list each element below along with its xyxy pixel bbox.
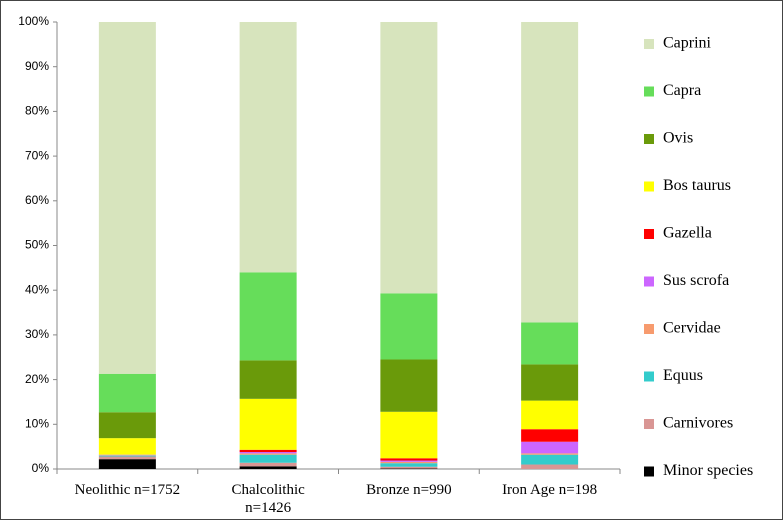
y-tick-label: 60%: [25, 193, 49, 207]
bar-segment: [98, 22, 156, 374]
legend-label: Minor species: [663, 462, 753, 479]
legend-swatch: [644, 419, 654, 429]
bar-segment: [380, 411, 438, 459]
bar-segment: [521, 400, 579, 430]
y-tick-label: 70%: [25, 148, 49, 162]
bar-segment: [380, 293, 438, 360]
bar-segment: [239, 22, 297, 273]
bar-segment: [98, 455, 156, 457]
bar-segment: [98, 412, 156, 439]
legend-label: Capra: [663, 82, 701, 99]
y-tick-label: 40%: [25, 282, 49, 296]
legend-swatch: [644, 39, 654, 49]
bar-segment: [380, 460, 438, 462]
legend-label: Equus: [663, 367, 703, 384]
bar-segment: [521, 453, 579, 455]
y-tick-label: 80%: [25, 104, 49, 118]
bar-segment: [239, 452, 297, 454]
legend-swatch: [644, 86, 654, 97]
x-tick-label: Bronze n=990: [366, 482, 452, 498]
x-tick-label: Neolithic n=1752: [74, 482, 181, 498]
legend-swatch: [644, 371, 654, 382]
legend-swatch: [644, 181, 654, 192]
y-tick-label: 0%: [32, 461, 50, 475]
x-tick-label: Iron Age n=198: [502, 482, 598, 498]
y-tick-label: 90%: [25, 59, 49, 73]
legend-swatch: [644, 466, 654, 477]
bar-segment: [98, 373, 156, 413]
y-tick-label: 20%: [25, 372, 49, 386]
bar-segment: [521, 429, 579, 442]
bar-segment: [239, 272, 297, 361]
y-tick-label: 30%: [25, 327, 49, 341]
legend-label: Ovis: [663, 130, 693, 147]
bar-segment: [239, 360, 297, 399]
bar-segment: [521, 322, 579, 365]
bar-segment: [239, 466, 297, 469]
bar-segment: [239, 462, 297, 467]
legend-swatch: [644, 229, 654, 239]
bar-segment: [380, 458, 438, 461]
bar-segment: [521, 22, 579, 323]
bar-segment: [380, 461, 438, 464]
bar-segment: [380, 466, 438, 469]
bar-segment: [98, 459, 156, 469]
bar-segment: [380, 463, 438, 467]
y-tick-label: 50%: [25, 238, 49, 252]
y-tick-label: 100%: [18, 14, 49, 28]
bar-segment: [521, 364, 579, 401]
legend-label: Gazella: [663, 225, 712, 242]
bar-segment: [239, 449, 297, 453]
y-tick-label: 10%: [25, 416, 49, 430]
bar-segment: [98, 438, 156, 455]
legend-label: Sus scrofa: [663, 272, 729, 289]
x-tick-label: Chalcolithic n=1426: [231, 482, 305, 516]
legend-swatch: [644, 324, 654, 334]
bar-segment: [521, 441, 579, 454]
legend-label: Bos taurus: [663, 177, 731, 194]
bar-segment: [380, 359, 438, 412]
legend-swatch: [644, 276, 654, 287]
legend-label: Caprini: [663, 35, 712, 52]
legend-label: Carnivores: [663, 415, 733, 432]
bar-segment: [380, 22, 438, 294]
bar-segment: [521, 454, 579, 465]
bar-segment: [239, 453, 297, 455]
legend-swatch: [644, 134, 654, 144]
bar-segment: [98, 456, 156, 460]
bar-segment: [521, 464, 579, 469]
bar-segment: [239, 454, 297, 463]
legend-label: Cervidae: [663, 320, 721, 337]
bar-segment: [239, 398, 297, 450]
